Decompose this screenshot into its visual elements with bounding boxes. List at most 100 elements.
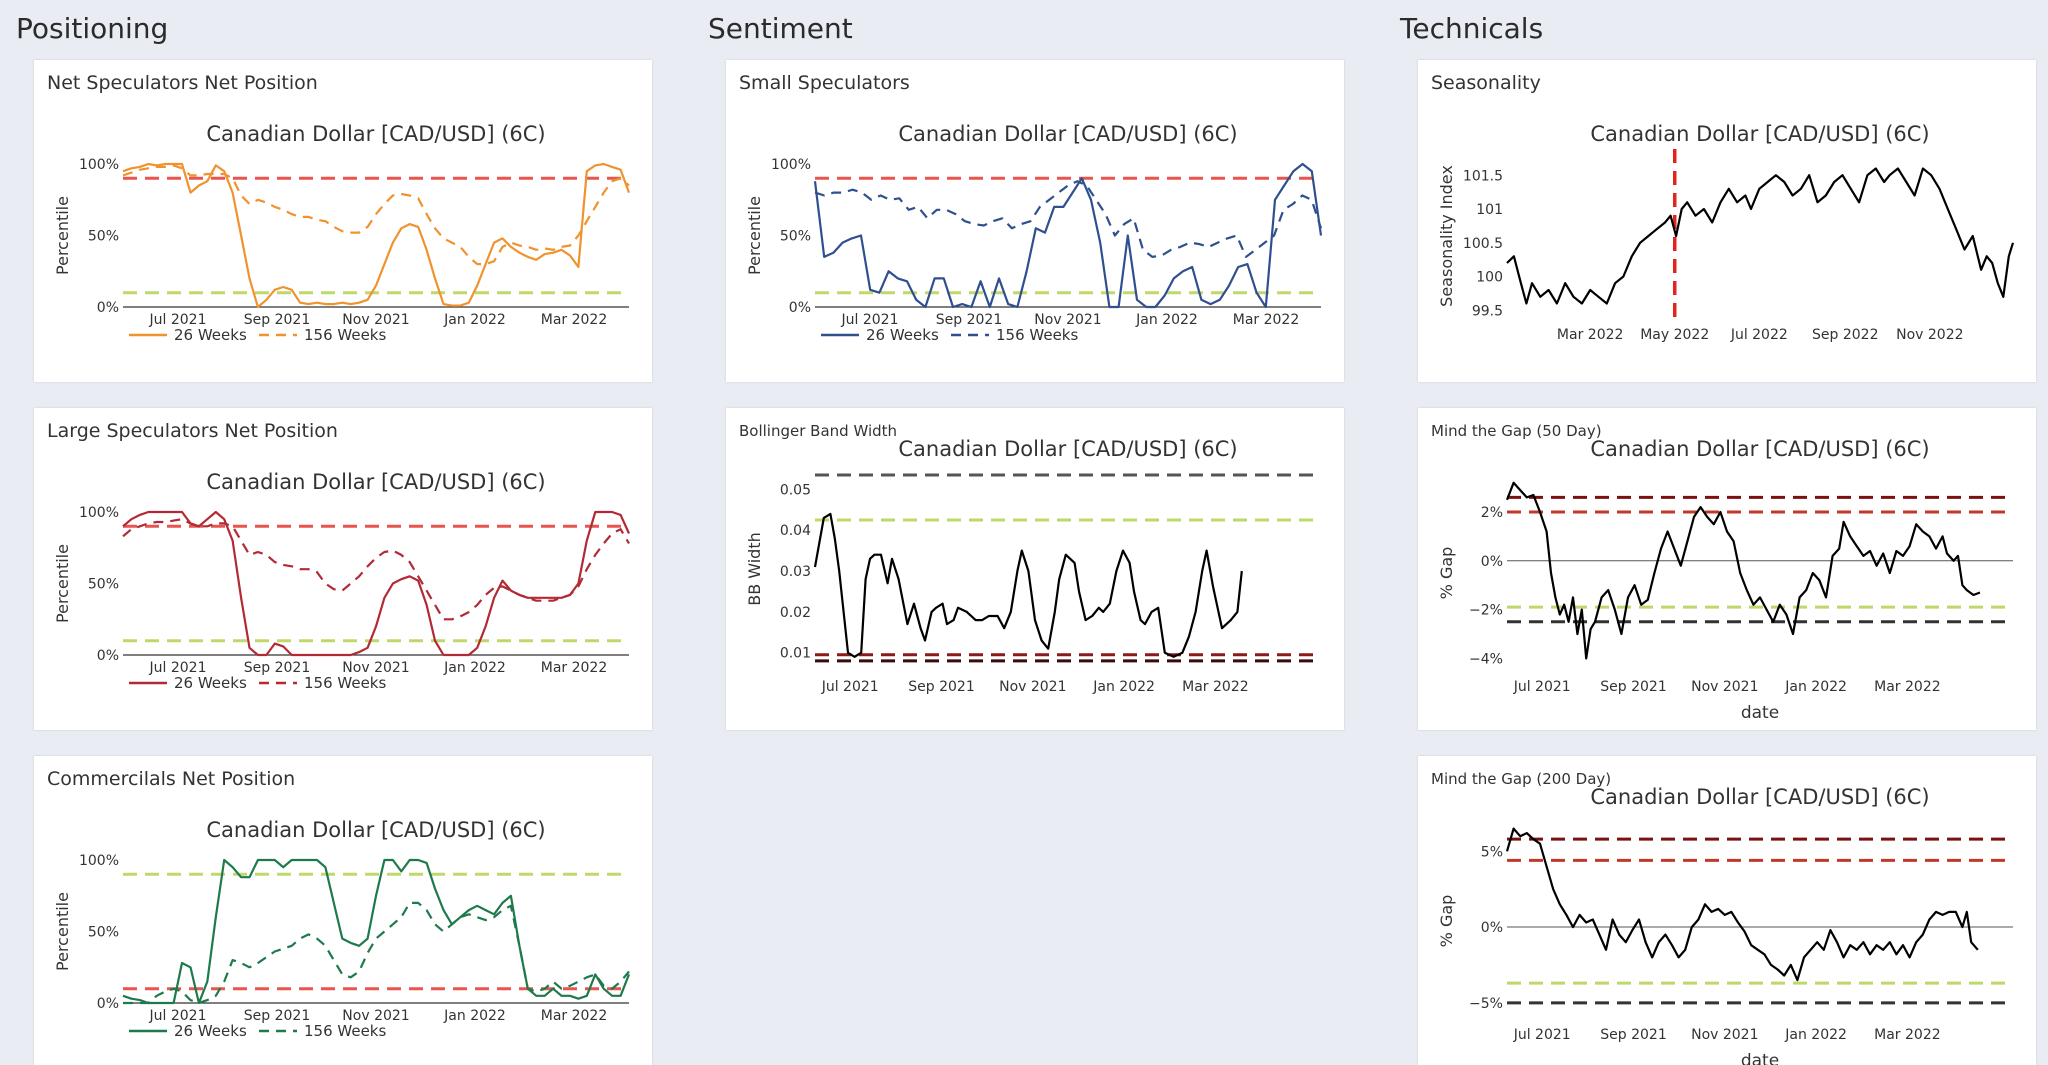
x-tick-label: Jan 2022 — [1784, 679, 1847, 695]
x-axis-label: date — [1741, 1051, 1779, 1065]
y-tick-label: 2% — [1481, 505, 1503, 521]
y-tick-label: 5% — [1481, 844, 1503, 860]
card-title: Small Speculators — [739, 72, 910, 94]
y-axis-label: BB Width — [745, 532, 764, 606]
x-tick-label: Jan 2022 — [443, 312, 506, 328]
series-line-gap-200 — [1505, 827, 1979, 982]
x-tick-label: Sep 2022 — [1812, 327, 1878, 343]
series-line-bb-width — [813, 512, 1243, 658]
y-tick-label: 100% — [79, 853, 119, 869]
y-tick-label: −5% — [1469, 996, 1503, 1012]
x-tick-label: May 2022 — [1640, 327, 1709, 343]
series-line-seasonality — [1506, 167, 2015, 305]
chart-mind-the-gap-200: Canadian Dollar [CAD/USD] (6C) % Gap −5% 0%… — [1437, 785, 2013, 1065]
y-tick-label: 100 — [1476, 270, 1503, 286]
x-tick-label: Mar 2022 — [1182, 679, 1249, 695]
x-tick-label: Mar 2022 — [1233, 312, 1300, 328]
series-line-26-weeks — [122, 510, 631, 657]
x-tick-label: Nov 2021 — [342, 312, 409, 328]
y-tick-label: 99.5 — [1472, 303, 1503, 319]
y-tick-label: 50% — [88, 577, 119, 593]
x-tick-label: Nov 2021 — [999, 679, 1066, 695]
x-tick-label: Jan 2022 — [1135, 312, 1198, 328]
y-tick-label: 100% — [79, 157, 119, 173]
legend-label: 156 Weeks — [996, 326, 1078, 344]
legend-label: 26 Weeks — [174, 674, 247, 692]
series-line-156-weeks — [814, 180, 1323, 258]
legend-label: 156 Weeks — [304, 1022, 386, 1040]
card-net-speculators: Net Speculators Net Position Canadian Do… — [34, 60, 652, 382]
x-tick-label: Sep 2021 — [244, 660, 310, 676]
card-small-speculators: Small Speculators Canadian Dollar [CAD/U… — [726, 60, 1344, 382]
card-title: Large Speculators Net Position — [47, 420, 338, 442]
y-tick-label: 0% — [789, 300, 811, 316]
chart-title: Canadian Dollar [CAD/USD] (6C) — [898, 122, 1237, 146]
chart-bollinger-band-width: Canadian Dollar [CAD/USD] (6C) BB Width 0.… — [745, 437, 1321, 695]
x-tick-label: Sep 2021 — [1600, 1027, 1666, 1043]
series-line-26-weeks — [122, 162, 631, 309]
y-tick-label: 0.02 — [780, 605, 811, 621]
y-axis-label: Percentile — [53, 196, 72, 275]
chart-title: Canadian Dollar [CAD/USD] (6C) — [206, 122, 545, 146]
y-axis-label: Percentile — [53, 892, 72, 971]
legend-label: 26 Weeks — [866, 326, 939, 344]
y-axis-label: Percentile — [53, 544, 72, 623]
x-tick-label: Nov 2021 — [1691, 1027, 1758, 1043]
card-title: Bollinger Band Width — [739, 422, 898, 440]
series-line-gap-50 — [1505, 481, 1981, 660]
x-tick-label: Mar 2022 — [541, 312, 608, 328]
y-tick-label: −2% — [1469, 603, 1503, 619]
y-tick-label: 0% — [97, 300, 119, 316]
x-tick-label: Nov 2022 — [1896, 327, 1963, 343]
chart-title: Canadian Dollar [CAD/USD] (6C) — [206, 470, 545, 494]
card-title: Seasonality — [1431, 72, 1541, 94]
x-tick-label: Jan 2022 — [1784, 1027, 1847, 1043]
y-axis-label: % Gap — [1437, 547, 1456, 600]
series-line-156-weeks — [123, 901, 630, 1005]
y-tick-label: 0.04 — [780, 523, 811, 539]
chart-title: Canadian Dollar [CAD/USD] (6C) — [1590, 437, 1929, 461]
x-tick-label: Mar 2022 — [1874, 679, 1941, 695]
y-tick-label: 100% — [771, 157, 811, 173]
y-tick-label: 101 — [1476, 202, 1503, 218]
y-tick-label: 0.01 — [780, 646, 811, 662]
chart-title: Canadian Dollar [CAD/USD] (6C) — [1590, 785, 1929, 809]
chart-title: Canadian Dollar [CAD/USD] (6C) — [206, 818, 545, 842]
x-tick-label: Jul 2021 — [1513, 1027, 1571, 1043]
chart-seasonality: Canadian Dollar [CAD/USD] (6C) Seasonalit… — [1437, 122, 2015, 343]
x-tick-label: Jul 2021 — [821, 679, 879, 695]
x-tick-label: Nov 2021 — [1691, 679, 1758, 695]
x-tick-label: Jul 2021 — [1513, 679, 1571, 695]
x-tick-label: Jul 2021 — [149, 312, 207, 328]
card-title: Mind the Gap (200 Day) — [1431, 770, 1612, 788]
x-tick-label: Jan 2022 — [1092, 679, 1155, 695]
series-line-26-weeks — [813, 162, 1323, 309]
x-tick-label: Mar 2022 — [541, 660, 608, 676]
x-tick-label: Jan 2022 — [443, 1008, 506, 1024]
card-large-speculators: Large Speculators Net Position Canadian … — [34, 408, 652, 730]
card-mind-the-gap-200: Mind the Gap (200 Day) Canadian Dollar [… — [1418, 756, 2036, 1065]
section-title-positioning: Positioning — [16, 12, 169, 45]
y-tick-label: 100% — [79, 505, 119, 521]
y-tick-label: 0.03 — [780, 564, 811, 580]
card-seasonality: Seasonality Canadian Dollar [CAD/USD] (6… — [1418, 60, 2036, 382]
x-tick-label: Nov 2021 — [342, 1008, 409, 1024]
card-title: Net Speculators Net Position — [47, 72, 318, 94]
y-axis-label: Percentile — [745, 196, 764, 275]
x-tick-label: Jul 2022 — [1730, 327, 1788, 343]
series-line-26-weeks — [122, 858, 631, 1005]
y-tick-label: 50% — [88, 925, 119, 941]
chart-title: Canadian Dollar [CAD/USD] (6C) — [1590, 122, 1929, 146]
y-tick-label: 0.05 — [780, 482, 811, 498]
x-tick-label: Sep 2021 — [908, 679, 974, 695]
x-tick-label: Mar 2022 — [541, 1008, 608, 1024]
y-tick-label: 50% — [88, 229, 119, 245]
y-axis-label: Seasonality Index — [1437, 165, 1456, 307]
x-tick-label: Jan 2022 — [443, 660, 506, 676]
chart-mind-the-gap-50: Canadian Dollar [CAD/USD] (6C) % Gap −4% −2… — [1437, 437, 2013, 723]
x-tick-label: Jul 2021 — [149, 660, 207, 676]
y-tick-label: 0% — [97, 648, 119, 664]
card-title: Commercilals Net Position — [47, 768, 296, 790]
legend-label: 156 Weeks — [304, 326, 386, 344]
y-tick-label: 0% — [1481, 554, 1503, 570]
